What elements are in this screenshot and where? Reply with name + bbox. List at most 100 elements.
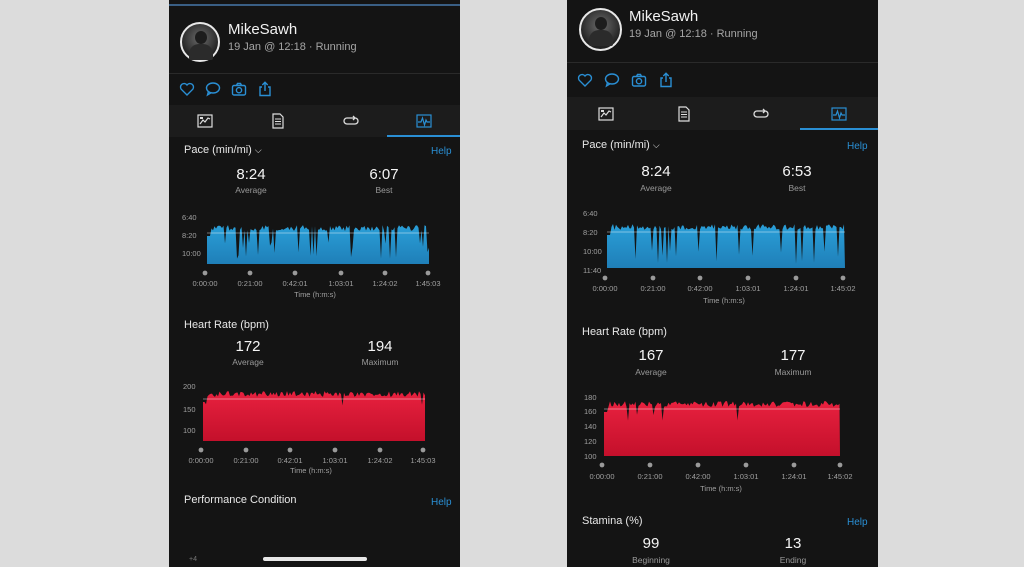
tab-stats[interactable] [169, 105, 242, 137]
tab-laps[interactable] [242, 105, 315, 137]
pace-help-link[interactable]: Help [847, 141, 868, 152]
x-tick-label: 1:24:02 [372, 279, 397, 288]
y-tick-label: 100 [183, 426, 196, 435]
heart-icon[interactable] [179, 81, 195, 97]
x-tick-dot[interactable] [198, 447, 204, 453]
x-tick-label: 0:00:00 [188, 456, 213, 465]
user-name[interactable]: MikeSawh [629, 8, 699, 25]
right-phone-screen: MikeSawh 19 Jan @ 12:18 · Running Pace (… [567, 0, 878, 567]
x-tick-dot[interactable] [745, 275, 751, 281]
x-tick-dot[interactable] [791, 462, 797, 468]
x-tick-label: 0:21:00 [637, 472, 662, 481]
laps-tab-icon [678, 105, 690, 122]
tab-charts[interactable] [387, 105, 460, 137]
avatar[interactable] [579, 8, 622, 51]
x-tick-dot[interactable] [793, 275, 799, 281]
x-tick-label: 0:42:00 [685, 472, 710, 481]
heart-rate-average-value: 167 [638, 347, 664, 364]
x-tick-dot[interactable] [599, 462, 605, 468]
activity-tabs [169, 105, 460, 137]
pace-help-link[interactable]: Help [431, 146, 452, 157]
x-tick-label: 1:03:01 [322, 456, 347, 465]
x-tick-dot[interactable] [292, 270, 298, 276]
heart-rate-average-label: Average [232, 357, 264, 367]
x-tick-label: 1:24:02 [367, 456, 392, 465]
x-tick-dot[interactable] [840, 275, 846, 281]
action-row [577, 72, 674, 88]
stamina-help-link[interactable]: Help [847, 517, 868, 528]
x-tick-label: 1:45:03 [415, 279, 440, 288]
stamina-ending-label: Ending [779, 555, 807, 565]
splits-tab-icon [343, 115, 359, 125]
camera-icon[interactable] [631, 72, 647, 88]
avatar[interactable] [180, 22, 220, 62]
pace-trace [207, 225, 429, 264]
x-tick-dot[interactable] [377, 447, 383, 453]
pace-chart: 6:40 8:20 10:00 0:00:00 0:21:00 0:42:01 1:03:0… [182, 213, 441, 299]
performance-condition-title: Performance Condition [184, 494, 297, 506]
x-tick-dot[interactable] [420, 447, 426, 453]
stamina-beginning-label: Beginning [632, 555, 670, 565]
x-tick-dot[interactable] [338, 270, 344, 276]
user-name[interactable]: MikeSawh [228, 21, 298, 38]
tab-stats[interactable] [567, 97, 645, 130]
share-icon[interactable] [257, 81, 273, 97]
x-tick-label: 1:45:02 [827, 472, 852, 481]
comment-icon[interactable] [205, 81, 221, 97]
pace-trace [607, 224, 845, 268]
x-tick-label: 0:00:00 [592, 284, 617, 293]
heart-rate-chart: 180 160 140 120 100 0:00:00 0:21:00 0:42:00 1:03… [584, 393, 853, 493]
y-tick-label: 8:20 [583, 228, 598, 237]
performance-help-link[interactable]: Help [431, 497, 452, 508]
pace-average-value: 8:24 [641, 163, 671, 180]
pace-title[interactable]: Pace (min/mi) ⌵ [582, 139, 660, 151]
divider [169, 73, 460, 74]
x-tick-label: 1:03:01 [733, 472, 758, 481]
performance-y-tick: +4 [189, 556, 197, 563]
pace-best-value: 6:07 [369, 166, 399, 183]
heart-icon[interactable] [577, 72, 593, 88]
x-tick-dot[interactable] [247, 270, 253, 276]
y-tick-label: 6:40 [182, 213, 197, 222]
x-tick-dot[interactable] [332, 447, 338, 453]
tab-laps[interactable] [645, 97, 723, 130]
tab-charts[interactable] [800, 97, 878, 130]
heart-rate-trace [203, 391, 425, 441]
top-divider [169, 4, 460, 6]
share-icon[interactable] [658, 72, 674, 88]
x-tick-dot[interactable] [647, 462, 653, 468]
x-tick-dot[interactable] [287, 447, 293, 453]
x-tick-label: 0:42:01 [277, 456, 302, 465]
comment-icon[interactable] [604, 72, 620, 88]
camera-icon[interactable] [231, 81, 247, 97]
x-tick-dot[interactable] [697, 275, 703, 281]
charts-tab-icon [416, 114, 432, 128]
x-tick-dot[interactable] [650, 275, 656, 281]
x-tick-dot[interactable] [695, 462, 701, 468]
tab-splits[interactable] [723, 97, 801, 130]
x-tick-dot[interactable] [602, 275, 608, 281]
stamina-title: Stamina (%) [582, 515, 643, 527]
home-indicator[interactable] [263, 557, 367, 561]
x-tick-label: 0:42:01 [282, 279, 307, 288]
pace-title[interactable]: Pace (min/mi) ⌵ [184, 144, 262, 156]
x-tick-dot[interactable] [837, 462, 843, 468]
x-axis-title: Time (h:m:s) [294, 290, 336, 299]
chevron-down-icon: ⌵ [652, 140, 660, 150]
x-axis-title: Time (h:m:s) [290, 466, 332, 475]
stats-tab-icon [197, 114, 213, 128]
x-tick-label: 0:21:00 [640, 284, 665, 293]
x-tick-dot[interactable] [743, 462, 749, 468]
x-tick-dot[interactable] [202, 270, 208, 276]
pace-average-label: Average [235, 185, 267, 195]
tab-splits[interactable] [315, 105, 388, 137]
heart-rate-max-label: Maximum [774, 367, 812, 377]
charts-tab-icon [831, 106, 847, 121]
stamina-beginning-value: 99 [642, 535, 660, 552]
x-tick-dot[interactable] [425, 270, 431, 276]
x-tick-dot[interactable] [382, 270, 388, 276]
heart-rate-max-value: 194 [367, 338, 393, 355]
x-tick-label: 1:24:01 [781, 472, 806, 481]
x-axis-title: Time (h:m:s) [703, 296, 745, 305]
x-tick-dot[interactable] [243, 447, 249, 453]
